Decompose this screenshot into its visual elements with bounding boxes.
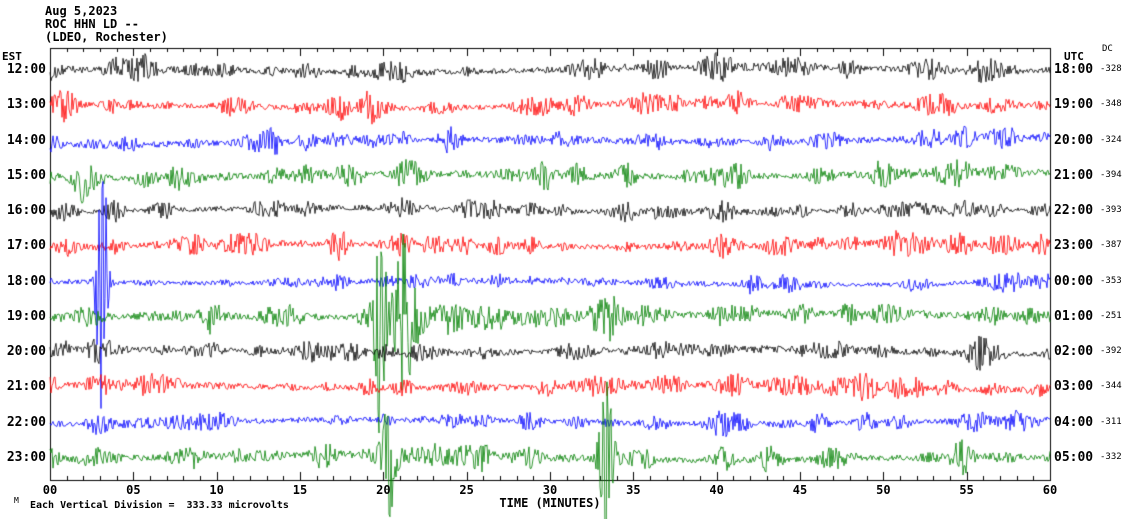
x-tick-label: 10 [209,483,224,497]
dc-offset-value: -344 [1100,381,1122,392]
right-axis-label: UTC [1064,50,1084,63]
est-time-label: 18:00 [6,273,46,289]
est-time-label: 22:00 [6,414,46,430]
dc-offset-value: -387 [1100,240,1122,251]
x-tick-label: 60 [1042,483,1058,497]
est-time-label: 13:00 [6,97,46,113]
header-location: (LDEO, Rochester) [45,30,168,44]
dc-offset-value: -251 [1100,310,1122,321]
utc-time-label: 19:00 [1054,97,1094,113]
corner-mark: M [14,496,19,505]
dc-offset-value: -348 [1100,99,1122,110]
utc-time-label: 05:00 [1054,450,1094,465]
dc-offset-value: -393 [1100,205,1122,216]
dc-offset-value: -394 [1100,169,1122,180]
x-tick-label: 40 [709,483,724,497]
est-time-label: 16:00 [6,203,46,219]
x-tick-label: 05 [126,483,141,497]
utc-time-label: 04:00 [1054,414,1094,430]
utc-time-label: 23:00 [1054,238,1094,254]
x-tick-label: 45 [792,483,808,497]
est-time-label: 14:00 [6,132,46,148]
est-time-label: 17:00 [6,238,46,254]
x-tick-label: 50 [876,483,891,497]
dc-offset-value: -392 [1100,346,1122,357]
est-time-label: 19:00 [6,308,46,324]
header-date: Aug 5,2023 [45,4,118,18]
x-tick-label: 15 [292,483,308,497]
dc-axis-label: DC [1102,44,1113,54]
scale-footnote: Each Vertical Division = 333.33 microvol… [30,500,289,511]
utc-time-label: 00:00 [1054,273,1094,289]
dc-offset-value: -311 [1100,416,1122,427]
utc-time-label: 01:00 [1054,308,1094,324]
left-axis-label: EST [2,50,22,63]
x-tick-label: 55 [959,483,974,497]
utc-time-label: 22:00 [1054,203,1094,219]
x-tick-label: 25 [459,483,474,497]
x-tick-label: 30 [542,483,558,497]
x-axis-title: TIME (MINUTES) [499,496,601,510]
est-time-label: 23:00 [6,450,46,465]
utc-time-label: 20:00 [1054,132,1094,148]
x-tick-label: 00 [42,483,58,497]
utc-time-label: 18:00 [1054,62,1094,77]
dc-offset-value: -353 [1100,275,1122,286]
est-time-label: 20:00 [6,344,46,360]
utc-time-label: 03:00 [1054,379,1094,395]
dc-offset-value: -324 [1100,134,1122,145]
dc-offset-value: -332 [1100,452,1122,462]
est-time-label: 21:00 [6,379,46,395]
est-time-label: 15:00 [6,167,46,183]
header-station: ROC HHN LD -- [45,17,139,31]
x-tick-label: 20 [376,483,391,497]
utc-time-label: 21:00 [1054,167,1094,183]
est-time-label: 12:00 [6,62,46,77]
dc-offset-value: -328 [1100,64,1122,74]
utc-time-label: 02:00 [1054,344,1094,360]
x-tick-label: 35 [626,483,641,497]
